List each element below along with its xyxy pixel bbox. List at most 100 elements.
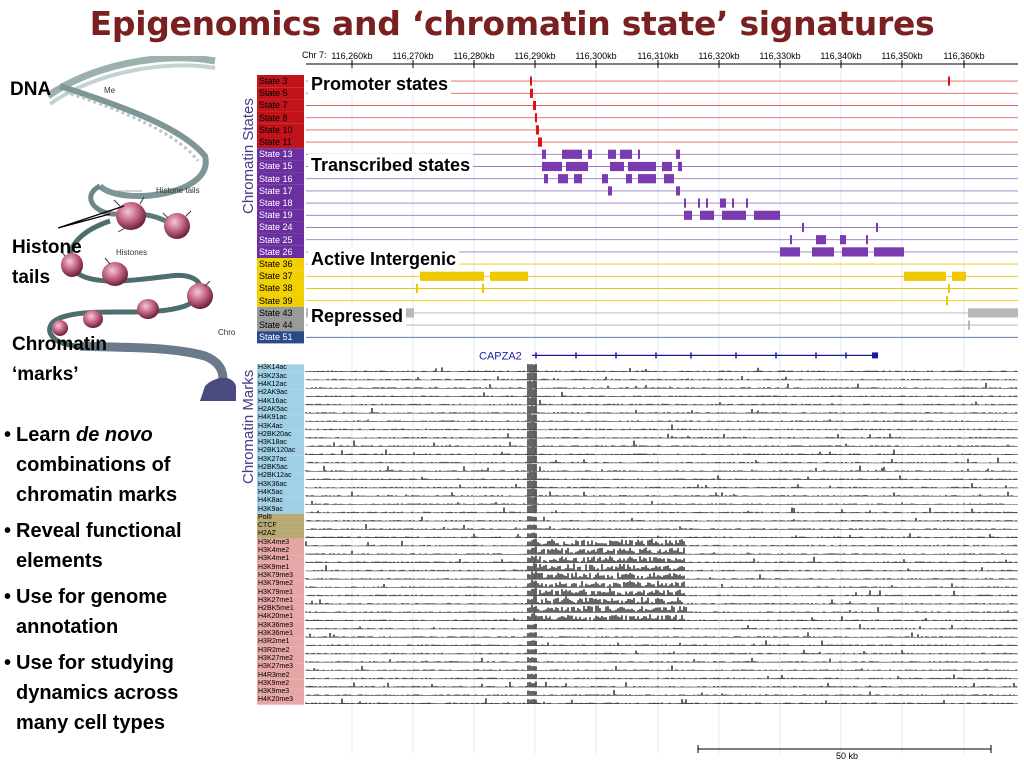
histone-tails-small-label: Histone tails bbox=[156, 186, 200, 195]
gene-end bbox=[872, 352, 878, 359]
state-segment bbox=[876, 222, 878, 233]
state-segment bbox=[698, 198, 700, 208]
state-segment bbox=[840, 235, 846, 245]
mark-label: H2BK120ac bbox=[258, 447, 296, 455]
mark-label-bg bbox=[257, 405, 304, 415]
state-label-bg bbox=[257, 209, 304, 222]
mark-label: H3K79me1 bbox=[258, 588, 294, 596]
state-label: State 11 bbox=[259, 137, 292, 147]
mark-signal bbox=[305, 555, 1017, 563]
coordinate-label: 116,330kb bbox=[759, 51, 800, 61]
state-segment bbox=[610, 161, 624, 172]
tails-label: tails bbox=[12, 267, 51, 288]
chrom-label: Chr 7: bbox=[302, 50, 327, 60]
state-segment bbox=[802, 222, 804, 233]
mark-label-bg bbox=[257, 389, 304, 398]
state-segment bbox=[602, 174, 608, 184]
mark-signal bbox=[305, 388, 1017, 397]
slide-title: Epigenomics and ‘chromatin state’ signat… bbox=[89, 4, 935, 43]
mark-label-bg bbox=[257, 430, 304, 440]
state-segment bbox=[533, 100, 536, 111]
mark-label: PolII bbox=[258, 513, 273, 521]
mark-label: H3K23ac bbox=[258, 372, 287, 380]
mark-label-bg bbox=[257, 439, 304, 448]
mark-label: H3K9me1 bbox=[258, 563, 290, 571]
state-segment bbox=[968, 320, 970, 330]
mark-label: H4K12ac bbox=[258, 381, 287, 388]
state-segment bbox=[812, 247, 834, 257]
state-label: State 13 bbox=[259, 149, 293, 160]
mark-signal bbox=[305, 505, 1017, 513]
coordinate-label: 116,320kb bbox=[698, 51, 739, 61]
mark-signal bbox=[305, 604, 1017, 613]
state-segment bbox=[904, 271, 946, 281]
state-label: State 17 bbox=[259, 185, 293, 196]
mark-label-bg bbox=[257, 522, 304, 531]
histones-small-label: Histones bbox=[116, 248, 148, 257]
mark-label: H3K4me3 bbox=[258, 538, 290, 546]
state-segment bbox=[562, 149, 582, 159]
dna-label: DNA bbox=[10, 79, 52, 100]
bullet-dot: • bbox=[4, 520, 12, 542]
mark-signal bbox=[305, 397, 1017, 405]
mark-label-bg bbox=[257, 372, 304, 381]
transcribed-states-label: Transcribed states bbox=[308, 154, 474, 176]
state-segment bbox=[638, 149, 640, 159]
mark-signal bbox=[305, 612, 1017, 621]
me-label: Me bbox=[104, 86, 116, 95]
mark-label: H3K36me1 bbox=[258, 630, 294, 637]
bullet-dot: • bbox=[4, 424, 12, 446]
mark-label: H3K79me3 bbox=[258, 571, 294, 579]
mark-label: H3R2me2 bbox=[258, 646, 290, 654]
state-segment bbox=[968, 308, 1018, 318]
mark-label-bg bbox=[257, 497, 304, 506]
mark-label: H3K27me1 bbox=[258, 596, 294, 604]
mark-label: CTCF bbox=[258, 522, 277, 530]
state-label: State 5 bbox=[259, 88, 288, 99]
mark-signal bbox=[305, 588, 1017, 596]
state-segment bbox=[722, 210, 746, 220]
state-label-bg bbox=[257, 306, 304, 319]
mark-label-bg bbox=[257, 663, 304, 672]
mark-label-bg bbox=[257, 571, 304, 581]
mark-label-bg bbox=[257, 588, 304, 597]
state-label: State 43 bbox=[259, 307, 293, 318]
state-label-bg bbox=[257, 233, 304, 246]
bullet-list: • Learn de novo combinations of chromatin… bbox=[4, 420, 232, 744]
mark-label-bg bbox=[257, 688, 304, 697]
mark-label: H4R3me2 bbox=[258, 671, 290, 679]
mark-label-bg bbox=[257, 381, 304, 390]
mark-signal bbox=[305, 488, 1017, 497]
mark-label: H2AK5ac bbox=[258, 405, 288, 413]
state-label-bg bbox=[257, 197, 304, 210]
chromatin-states-group-label: Chromatin States bbox=[240, 98, 257, 214]
mark-signal bbox=[305, 446, 1017, 455]
state-label-bg bbox=[257, 172, 304, 185]
mark-label-bg bbox=[257, 596, 304, 606]
bullet-text: Use for studying dynamics across many ce… bbox=[16, 652, 179, 734]
state-label-bg bbox=[257, 75, 304, 88]
mark-label: H3K27ac bbox=[258, 455, 287, 463]
state-segment bbox=[684, 210, 692, 220]
scale-bar-label: 50 kb bbox=[836, 751, 859, 761]
state-segment bbox=[866, 235, 868, 245]
mark-signal bbox=[305, 690, 1017, 696]
state-segment bbox=[538, 137, 542, 147]
mark-label: H4K8ac bbox=[258, 497, 283, 505]
coordinate-label: 116,310kb bbox=[637, 51, 678, 61]
mark-signal bbox=[305, 681, 1017, 688]
state-label: State 15 bbox=[259, 161, 293, 172]
state-label: State 26 bbox=[259, 246, 293, 257]
coordinate-label: 116,280kb bbox=[453, 51, 494, 61]
state-label-bg bbox=[257, 160, 304, 173]
mark-signal bbox=[305, 380, 1017, 389]
mark-signal bbox=[305, 546, 1017, 555]
bullet-item: • Use for genome annotation bbox=[4, 582, 232, 642]
mark-signal bbox=[305, 364, 1017, 372]
bullet-text: combinations of chromatin marks bbox=[16, 454, 178, 506]
mark-signal bbox=[305, 673, 1017, 679]
marks-label: ‘marks’ bbox=[12, 364, 79, 385]
mark-signal bbox=[305, 698, 1017, 704]
state-segment bbox=[420, 271, 484, 281]
mark-signal bbox=[305, 496, 1017, 505]
